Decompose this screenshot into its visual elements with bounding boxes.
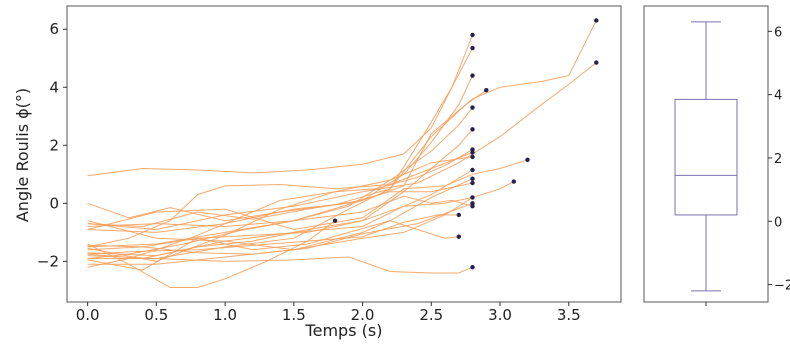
box-y-tick-label: 2 <box>774 152 782 167</box>
series-line-10 <box>87 182 473 233</box>
end-marker-3 <box>470 73 475 78</box>
box-y-tick-label: 0 <box>774 215 782 230</box>
series-line-16 <box>87 255 473 274</box>
series-line-11 <box>87 197 473 265</box>
end-marker-13 <box>470 204 475 209</box>
line-plot-frame <box>66 5 622 303</box>
x-tick-label: 2.0 <box>351 306 375 324</box>
end-marker-11 <box>470 195 475 200</box>
y-tick-label: 2 <box>49 136 59 154</box>
end-marker-15 <box>456 234 461 239</box>
series-line-7 <box>87 152 473 248</box>
line-plot: 0.0 0.5 1.0 1.5 2.0 2.5 3.0 3.5 −2 0 2 4 6 Temps (s… <box>13 5 622 340</box>
series-line-19 <box>87 89 487 259</box>
x-tick-label: 3.5 <box>557 306 581 324</box>
series-line-1 <box>87 34 473 177</box>
end-marker-16 <box>470 265 475 270</box>
y-tick-label: 0 <box>49 194 59 212</box>
series-line-15 <box>87 220 459 251</box>
series-line-2 <box>87 47 473 222</box>
end-marker-21 <box>525 157 530 162</box>
x-tick-label: 1.5 <box>282 306 306 324</box>
end-marker-20 <box>511 179 516 184</box>
end-marker-7 <box>470 150 475 155</box>
x-axis-ticks: 0.0 0.5 1.0 1.5 2.0 2.5 3.0 3.5 <box>76 302 581 324</box>
y-axis-ticks: −2 0 2 4 6 <box>37 20 67 270</box>
end-marker-17 <box>470 154 475 160</box>
x-tick-label: 1.0 <box>213 306 237 324</box>
x-axis-label: Temps (s) <box>305 321 383 340</box>
end-marker-23 <box>594 60 599 65</box>
y-tick-label: 4 <box>49 78 59 96</box>
end-marker-14 <box>456 212 461 218</box>
x-tick-label: 0.0 <box>76 306 100 324</box>
y-tick-label: −2 <box>37 252 59 270</box>
box-plot: −2 0 2 4 6 <box>643 5 790 306</box>
series-end-markers <box>332 18 599 270</box>
end-marker-19 <box>484 88 489 93</box>
end-marker-10 <box>470 180 475 186</box>
series-line-12 <box>87 202 473 255</box>
end-marker-5 <box>470 127 475 132</box>
end-marker-22 <box>594 18 599 23</box>
end-marker-9 <box>470 176 475 181</box>
box-iqr <box>674 98 738 216</box>
series-line-20 <box>87 181 515 257</box>
series-line-17 <box>87 156 473 268</box>
series-line-23 <box>87 62 597 231</box>
series-line-18 <box>87 220 336 288</box>
x-tick-label: 3.0 <box>488 306 512 324</box>
box-y-tick-label: −2 <box>774 279 790 294</box>
box-y-tick-label: 6 <box>774 25 782 40</box>
series-line-22 <box>87 20 597 248</box>
y-axis-label: Angle Roulis ϕ(°) <box>13 88 32 222</box>
series-line-21 <box>87 159 528 231</box>
series-lines <box>87 20 597 288</box>
x-tick-label: 2.5 <box>419 306 443 324</box>
end-marker-8 <box>470 167 475 173</box>
box-y-axis-ticks: −2 0 2 4 6 <box>768 25 790 294</box>
x-tick-label: 0.5 <box>144 306 168 324</box>
end-marker-18 <box>332 218 338 223</box>
y-tick-label: 6 <box>49 20 59 38</box>
end-marker-4 <box>470 105 475 110</box>
box-y-tick-label: 4 <box>774 89 782 104</box>
end-marker-1 <box>470 32 475 38</box>
end-marker-2 <box>470 45 475 51</box>
box-plot-shapes <box>674 21 738 306</box>
series-line-5 <box>87 128 473 251</box>
series-line-4 <box>87 107 473 259</box>
